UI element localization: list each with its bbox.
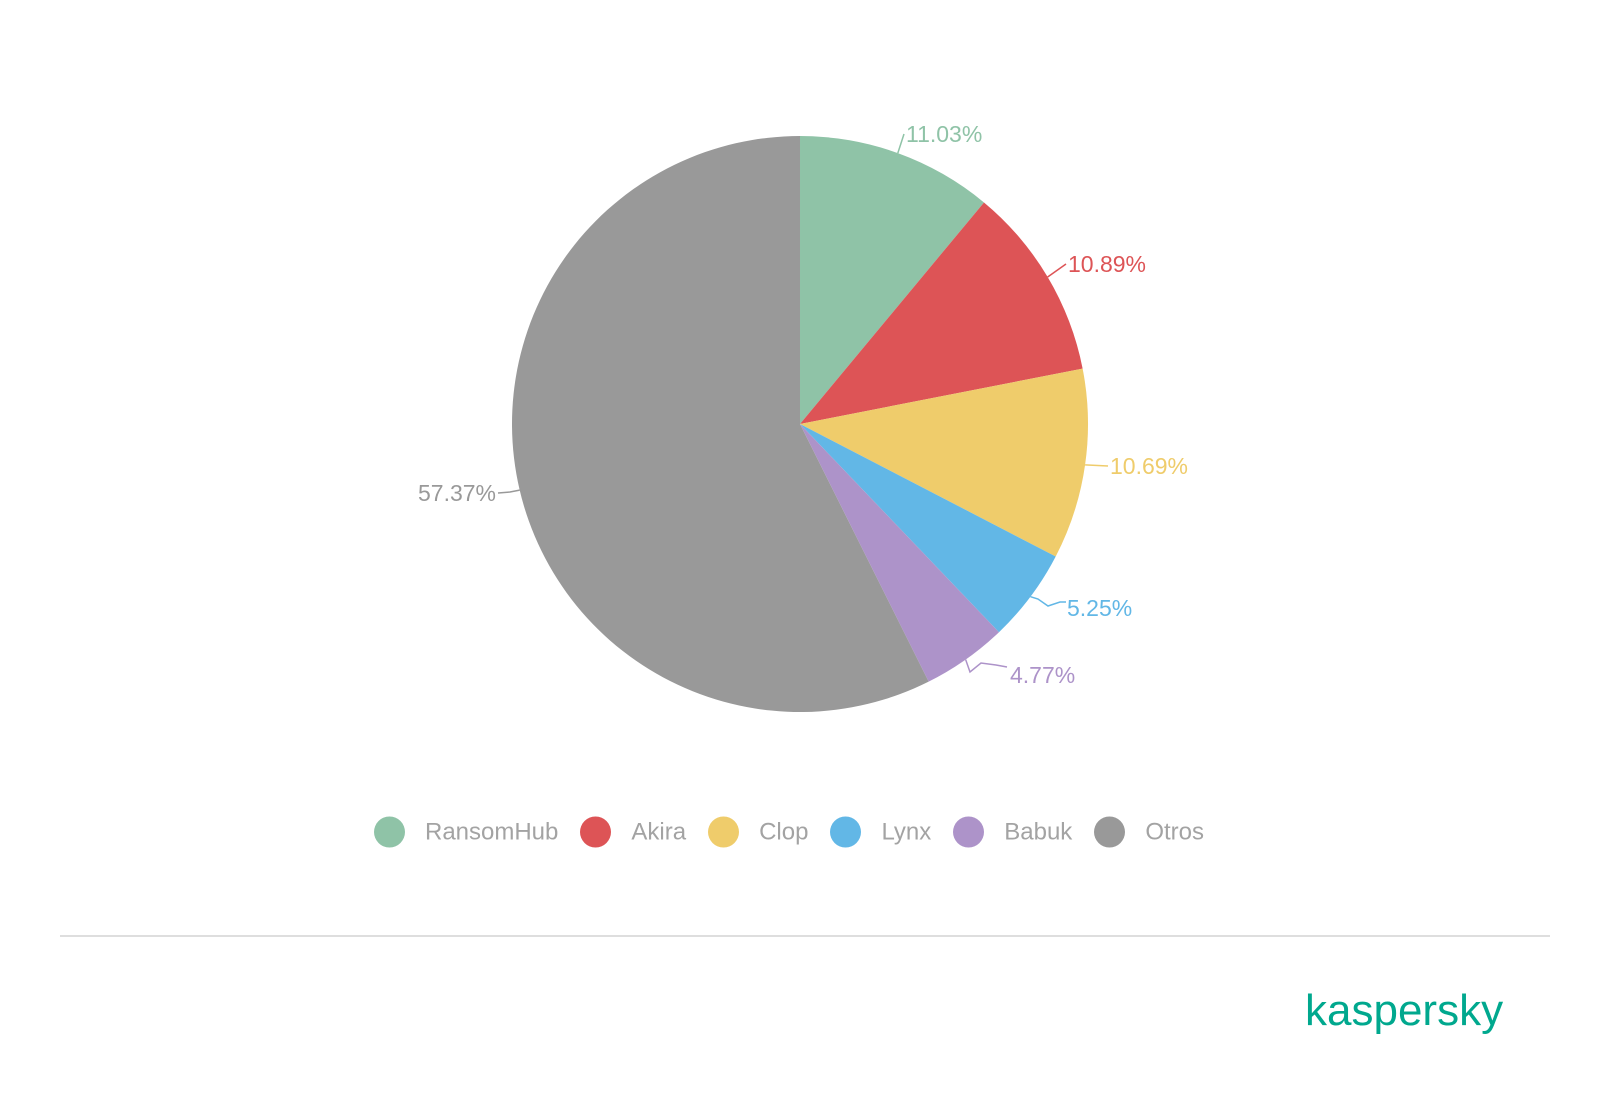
legend-item-babuk: Babuk: [953, 816, 1073, 848]
legend-label-akira: Akira: [631, 818, 687, 845]
legend-swatch-ransomhub: [373, 816, 405, 848]
pie-slice-otros: [512, 136, 929, 712]
kaspersky-logo: kaspersky: [1305, 986, 1504, 1035]
data-label-lynx: 5.25%: [1067, 595, 1132, 621]
data-label-babuk: 4.77%: [1010, 662, 1075, 688]
data-label-akira: 10.89%: [1068, 251, 1146, 277]
data-label-otros: 57.37%: [418, 480, 496, 506]
footer-divider: [60, 935, 1550, 937]
legend-item-ransomhub: RansomHub: [373, 816, 559, 848]
legend-label-ransomhub: RansomHub: [424, 818, 559, 845]
legend-item-clop: Clop: [708, 816, 809, 848]
pie-slice-lynx: [800, 424, 1056, 633]
leader-line-lynx: [1030, 595, 1066, 607]
legend-label-babuk: Babuk: [1004, 818, 1073, 845]
legend-item-akira: Akira: [580, 816, 687, 848]
legend-swatch-otros: [1094, 816, 1126, 848]
legend-swatch-lynx: [830, 816, 862, 848]
legend-item-lynx: Lynx: [830, 816, 932, 848]
leader-line-otros: [497, 489, 520, 494]
data-label-ransomhub: 11.03%: [906, 121, 982, 147]
leader-line-akira: [1047, 263, 1067, 278]
legend-label-clop: Clop: [759, 818, 809, 845]
pie-slice-akira: [800, 202, 1083, 424]
pie-slice-babuk: [800, 424, 999, 682]
data-label-clop: 10.69%: [1110, 453, 1188, 479]
legend-label-lynx: Lynx: [881, 818, 932, 845]
legend-item-otros: Otros: [1094, 816, 1204, 848]
leader-line-babuk: [964, 659, 1008, 674]
pie-slice-ransomhub: [800, 136, 984, 424]
pie-slice-clop: [800, 368, 1088, 557]
chart-legend: RansomHub Akira Clop Lynx Babuk Otros: [0, 816, 1600, 848]
legend-swatch-babuk: [953, 816, 985, 848]
legend-swatch-clop: [708, 816, 740, 848]
leader-line-ransomhub: [897, 133, 905, 154]
leader-line-clop: [1085, 464, 1109, 467]
legend-swatch-akira: [580, 816, 612, 848]
legend-label-otros: Otros: [1145, 818, 1204, 845]
